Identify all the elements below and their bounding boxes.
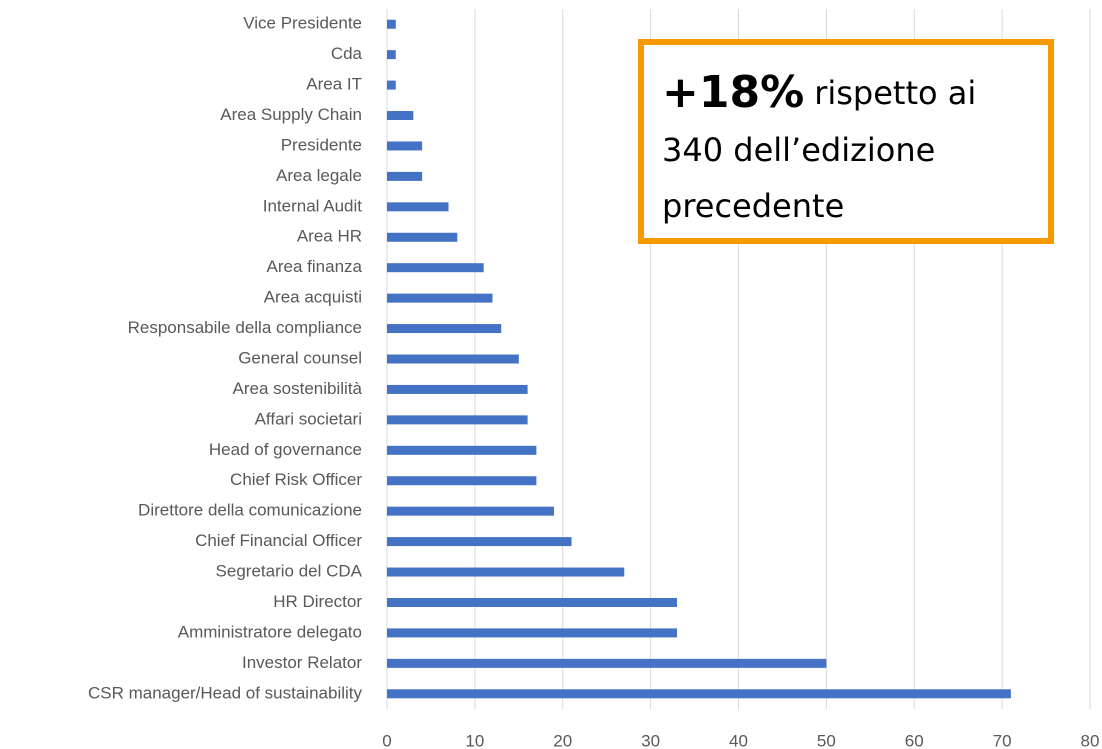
bar: [387, 354, 519, 364]
y-tick-label: Area acquisti: [264, 288, 362, 307]
x-tick-label: 40: [729, 731, 748, 749]
bar: [387, 537, 572, 547]
y-tick-label: Area Supply Chain: [220, 105, 362, 124]
x-tick-label: 50: [817, 731, 836, 749]
x-tick-label: 80: [1081, 731, 1100, 749]
bar: [387, 141, 423, 151]
bar: [387, 19, 396, 29]
y-tick-label: Area legale: [276, 166, 362, 185]
bar: [387, 263, 484, 273]
annotation-text: rispetto ai: [814, 74, 976, 112]
bar: [387, 567, 625, 577]
bar: [387, 293, 493, 303]
y-tick-label: Area sostenibilità: [233, 379, 363, 398]
y-tick-label: Area IT: [306, 75, 362, 94]
y-tick-label: Vice Presidente: [243, 14, 362, 33]
x-tick-label: 70: [993, 731, 1012, 749]
y-tick-label: Segretario del CDA: [216, 562, 363, 581]
x-tick-label: 30: [641, 731, 660, 749]
annotation-highlight: +18%: [662, 67, 804, 118]
x-tick-label: 0: [382, 731, 391, 749]
bar: [387, 476, 537, 486]
annotation-text: precedente: [662, 187, 844, 225]
bar: [387, 232, 458, 242]
bar: [387, 171, 423, 181]
bar: [387, 111, 414, 121]
y-tick-label: Amministratore delegato: [178, 622, 362, 641]
annotation-line: +18% rispetto ai: [662, 67, 976, 118]
y-tick-label: Cda: [331, 44, 363, 63]
y-tick-label: Investor Relator: [242, 653, 362, 672]
y-tick-label: General counsel: [238, 348, 362, 367]
annotation-box: [638, 39, 1054, 244]
bar: [387, 597, 677, 607]
bar: [387, 689, 1011, 699]
y-tick-label: Responsabile della compliance: [128, 318, 362, 337]
bar: [387, 506, 554, 516]
annotation-text: 340 dell’edizione: [662, 131, 935, 169]
bars: [387, 19, 1011, 699]
y-tick-label: Direttore della comunicazione: [138, 501, 362, 520]
x-tick-label: 20: [553, 731, 572, 749]
bar: [387, 384, 528, 394]
y-tick-label: Chief Risk Officer: [230, 470, 362, 489]
y-tick-label: Area HR: [297, 227, 362, 246]
bar: [387, 50, 396, 60]
y-tick-label: Chief Financial Officer: [195, 531, 362, 550]
y-tick-label: Area finanza: [267, 257, 363, 276]
bar: [387, 80, 396, 90]
bar: [387, 415, 528, 425]
y-tick-label: Presidente: [281, 135, 362, 154]
y-tick-label: HR Director: [273, 592, 362, 611]
x-tick-label: 10: [465, 731, 484, 749]
bar: [387, 324, 502, 334]
bar: [387, 658, 827, 668]
x-tick-label: 60: [905, 731, 924, 749]
y-tick-label: Head of governance: [209, 440, 362, 459]
y-tick-label: CSR manager/Head of sustainability: [88, 683, 363, 702]
bar: [387, 202, 449, 212]
bar: [387, 628, 677, 638]
y-tick-label: Internal Audit: [263, 196, 363, 215]
bar: [387, 445, 537, 455]
y-tick-label: Affari societari: [255, 409, 362, 428]
